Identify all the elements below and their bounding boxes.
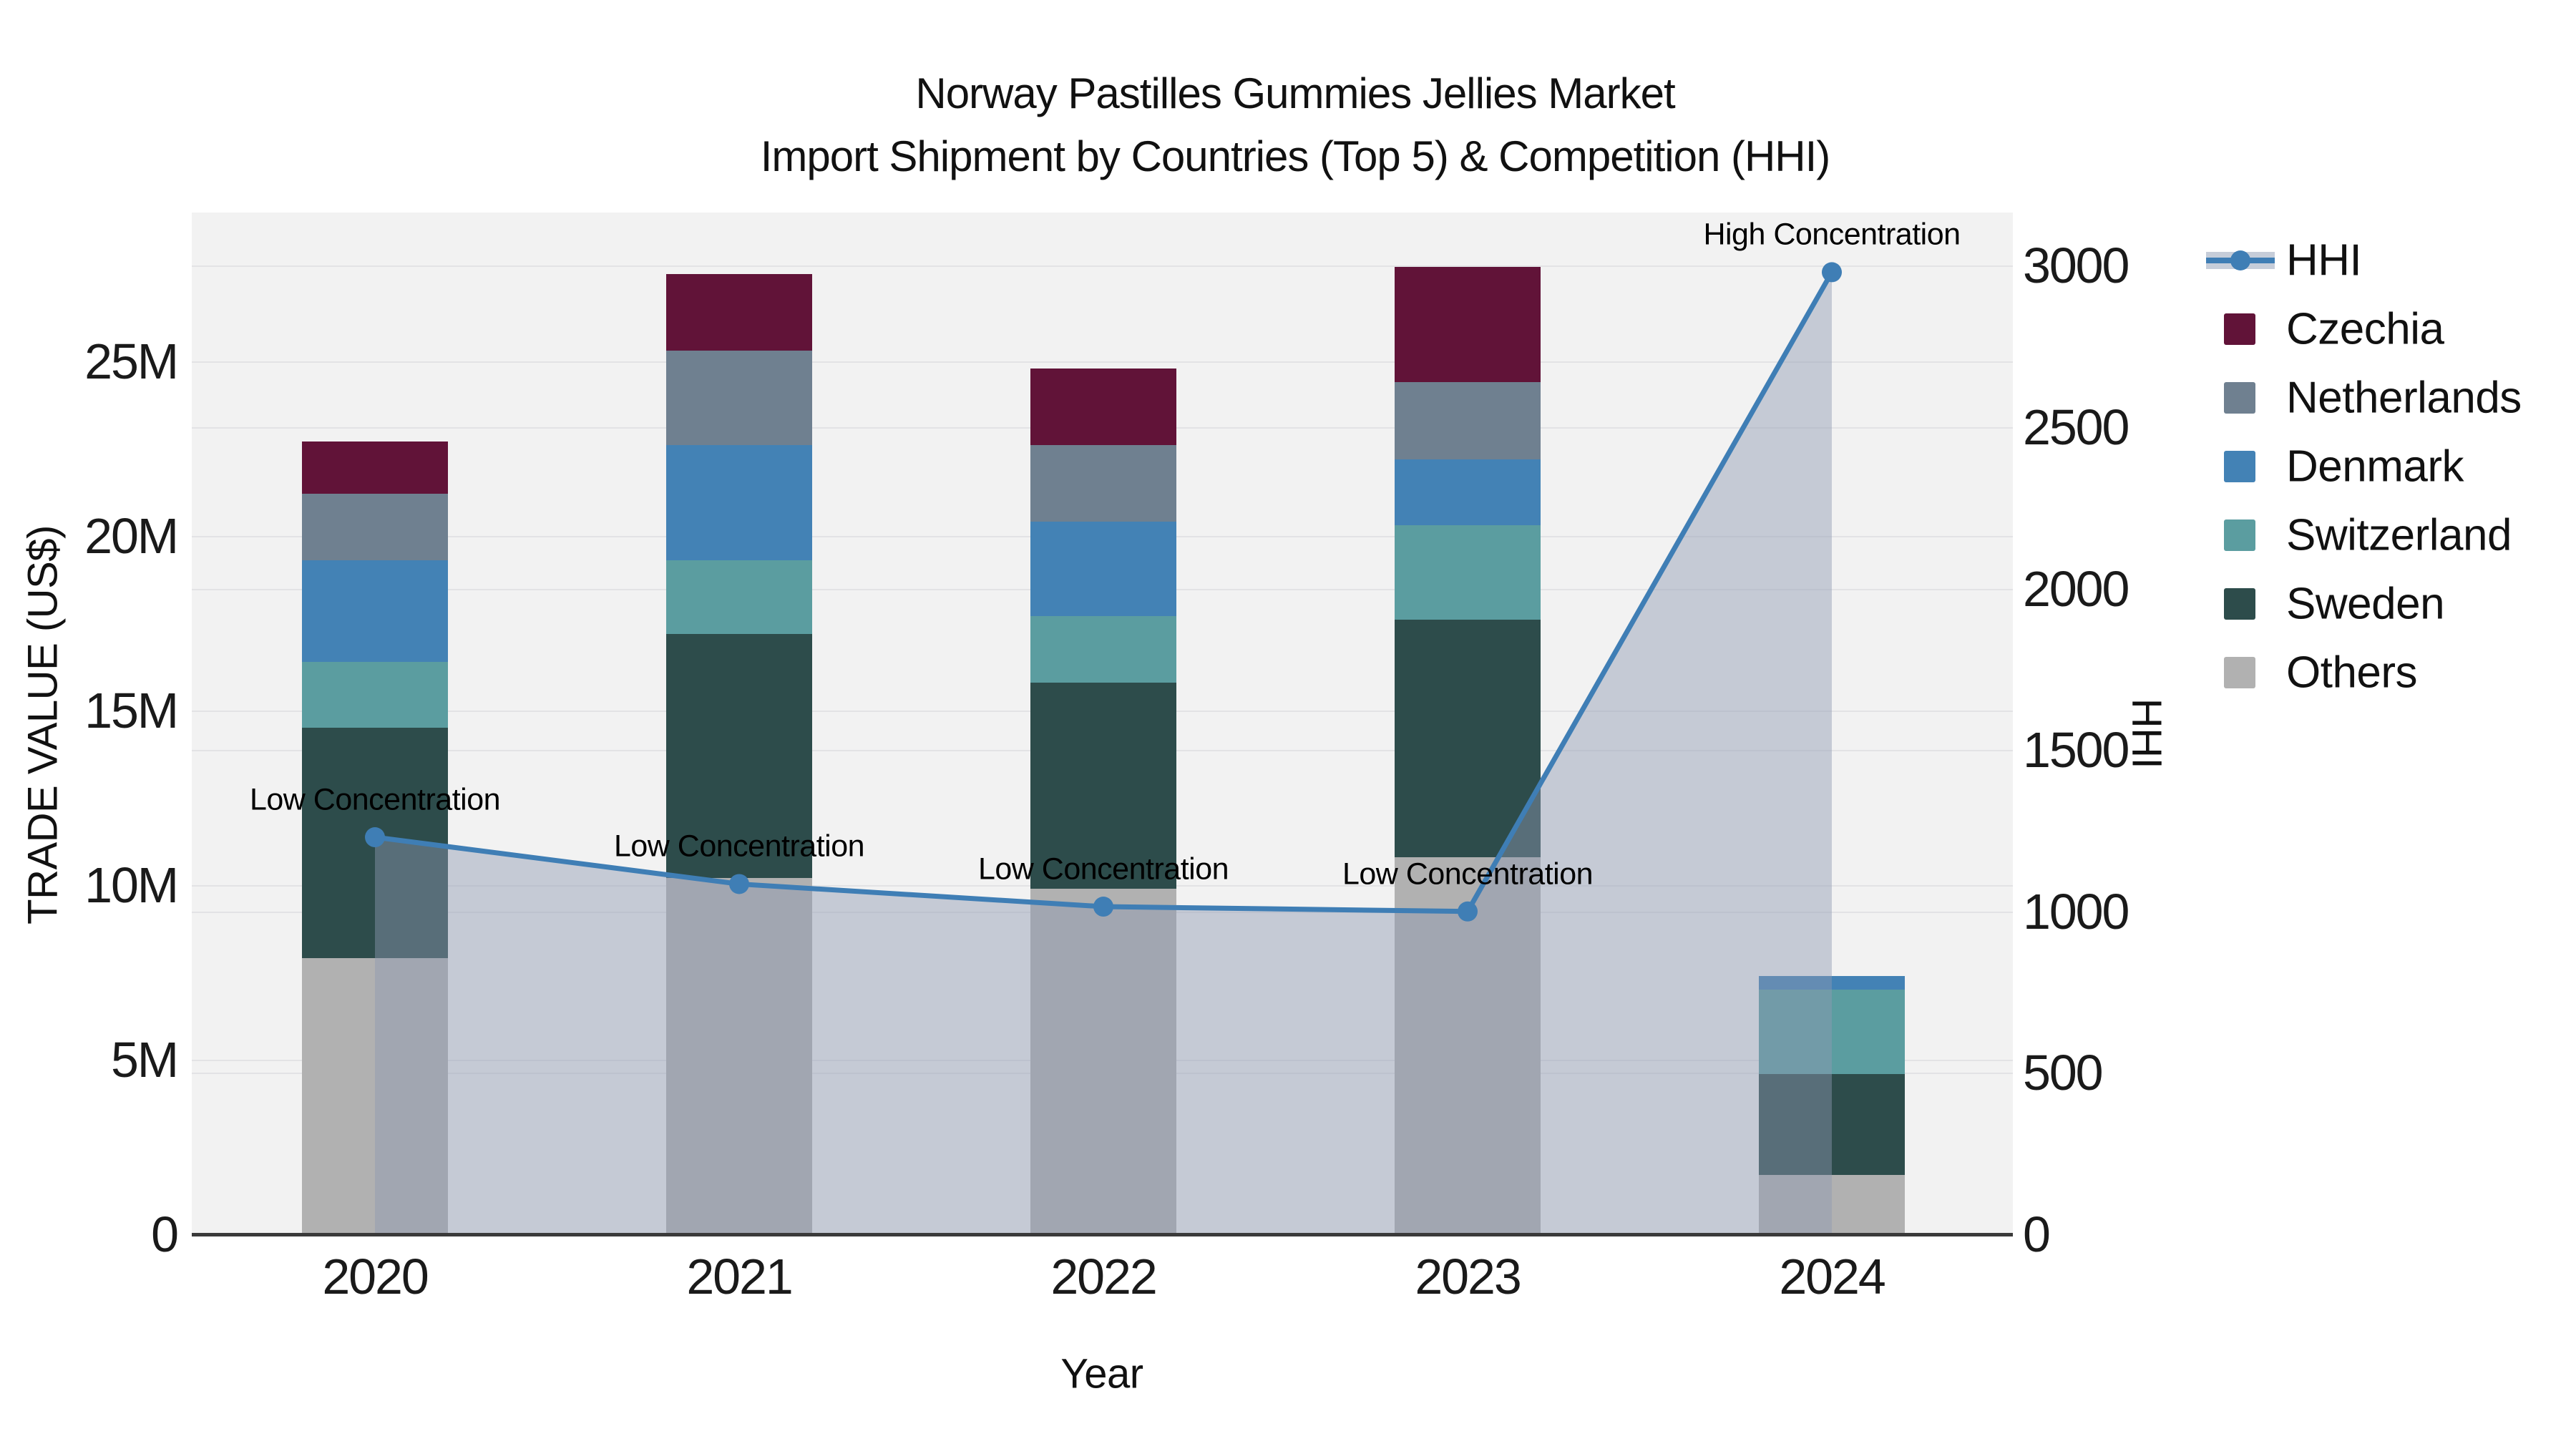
bar-segment-netherlands-2021 [666,351,812,446]
legend-label-denmark: Denmark [2286,441,2464,492]
bar-segment-others-2020 [302,958,448,1234]
bar-segment-switzerland-2022 [1030,616,1176,683]
y-right-tick-label: 0 [2023,1206,2051,1262]
gridline-left [192,361,2013,363]
bar-segment-netherlands-2022 [1030,445,1176,522]
y-left-tick-label: 20M [84,508,179,564]
y-left-tick-label: 10M [84,857,179,913]
bar-segment-others-2022 [1030,888,1176,1234]
hhi-marker [1822,262,1842,283]
bar-segment-czechia-2020 [302,441,448,494]
bar-segment-sweden-2021 [666,633,812,879]
y-right-tick-label: 1000 [2023,883,2129,940]
x-tick-label: 2020 [322,1249,429,1304]
y-right-tick-label: 1500 [2023,722,2129,779]
bar-segment-sweden-2024 [1759,1073,1905,1176]
chart-title-line2: Import Shipment by Countries (Top 5) & C… [760,132,1831,180]
y-left-tick-label: 0 [151,1206,179,1262]
bar-segment-others-2021 [666,878,812,1234]
hhi-area-fill [375,272,1832,1234]
legend-label-switzerland: Switzerland [2286,510,2512,560]
bar-segment-czechia-2023 [1395,267,1541,383]
bar-segment-sweden-2023 [1395,620,1541,857]
bar-segment-denmark-2020 [302,560,448,662]
annotation-low-concentration: Low Concentration [1342,857,1594,892]
y-right-tick-label: 3000 [2023,238,2129,294]
y-right-axis-title: HHI [2123,698,2170,769]
y-left-tick-label: 15M [84,683,179,738]
hhi-marker [365,827,385,848]
legend-label-czechia: Czechia [2286,304,2444,354]
hhi-marker [1458,901,1478,922]
bar-segment-switzerland-2021 [666,560,812,634]
annotation-low-concentration: Low Concentration [613,829,865,864]
y-left-tick-label: 5M [110,1032,179,1088]
y-left-tick-label: 25M [84,333,179,389]
y-right-tick-label: 500 [2023,1045,2104,1101]
y-right-tick-label: 2500 [2023,399,2129,455]
bar-segment-denmark-2023 [1395,459,1541,526]
x-tick-label: 2023 [1415,1249,1521,1304]
legend-swatch-netherlands [2224,382,2255,414]
bar-segment-czechia-2021 [666,274,812,351]
bar-segment-others-2024 [1759,1175,1905,1234]
legend-label-hhi: HHI [2286,235,2362,286]
legend-swatch-switzerland [2224,519,2255,551]
legend-label-others: Others [2286,648,2418,698]
bar-segment-switzerland-2023 [1395,525,1541,620]
bar-segment-netherlands-2020 [302,494,448,561]
x-tick-label: 2024 [1779,1249,1885,1304]
x-tick-label: 2021 [686,1249,793,1304]
legend-swatch-sweden [2224,588,2255,620]
annotation-high-concentration: High Concentration [1703,217,1961,252]
bar-segment-denmark-2024 [1759,975,1905,990]
legend-swatch-denmark [2224,451,2255,482]
bar-segment-netherlands-2023 [1395,382,1541,459]
hhi-marker [729,874,749,894]
x-axis-line [192,1233,2013,1236]
legend-label-sweden: Sweden [2286,579,2445,629]
x-axis-title: Year [1060,1350,1143,1397]
bar-segment-czechia-2022 [1030,368,1176,446]
hhi-marker [1093,897,1113,917]
plot-area: Low Concentration Low Concentration Low Co… [192,213,2013,1234]
annotation-low-concentration: Low Concentration [249,782,501,817]
hhi-legend-marker-icon [2230,250,2250,270]
legend-swatch-others [2224,657,2255,688]
legend-swatch-czechia [2224,313,2255,345]
bar-segment-denmark-2021 [666,445,812,561]
legend-label-netherlands: Netherlands [2286,373,2522,423]
annotation-low-concentration: Low Concentration [977,852,1229,887]
x-tick-label: 2022 [1050,1249,1157,1304]
bar-segment-sweden-2022 [1030,682,1176,889]
gridline-right [192,265,2013,268]
bar-segment-switzerland-2024 [1759,990,1905,1074]
bar-segment-switzerland-2020 [302,661,448,728]
y-right-tick-label: 2000 [2023,560,2129,617]
chart-title-line1: Norway Pastilles Gummies Jellies Market [915,69,1675,117]
bar-segment-denmark-2022 [1030,522,1176,617]
hhi-line-chart [365,262,1842,1234]
